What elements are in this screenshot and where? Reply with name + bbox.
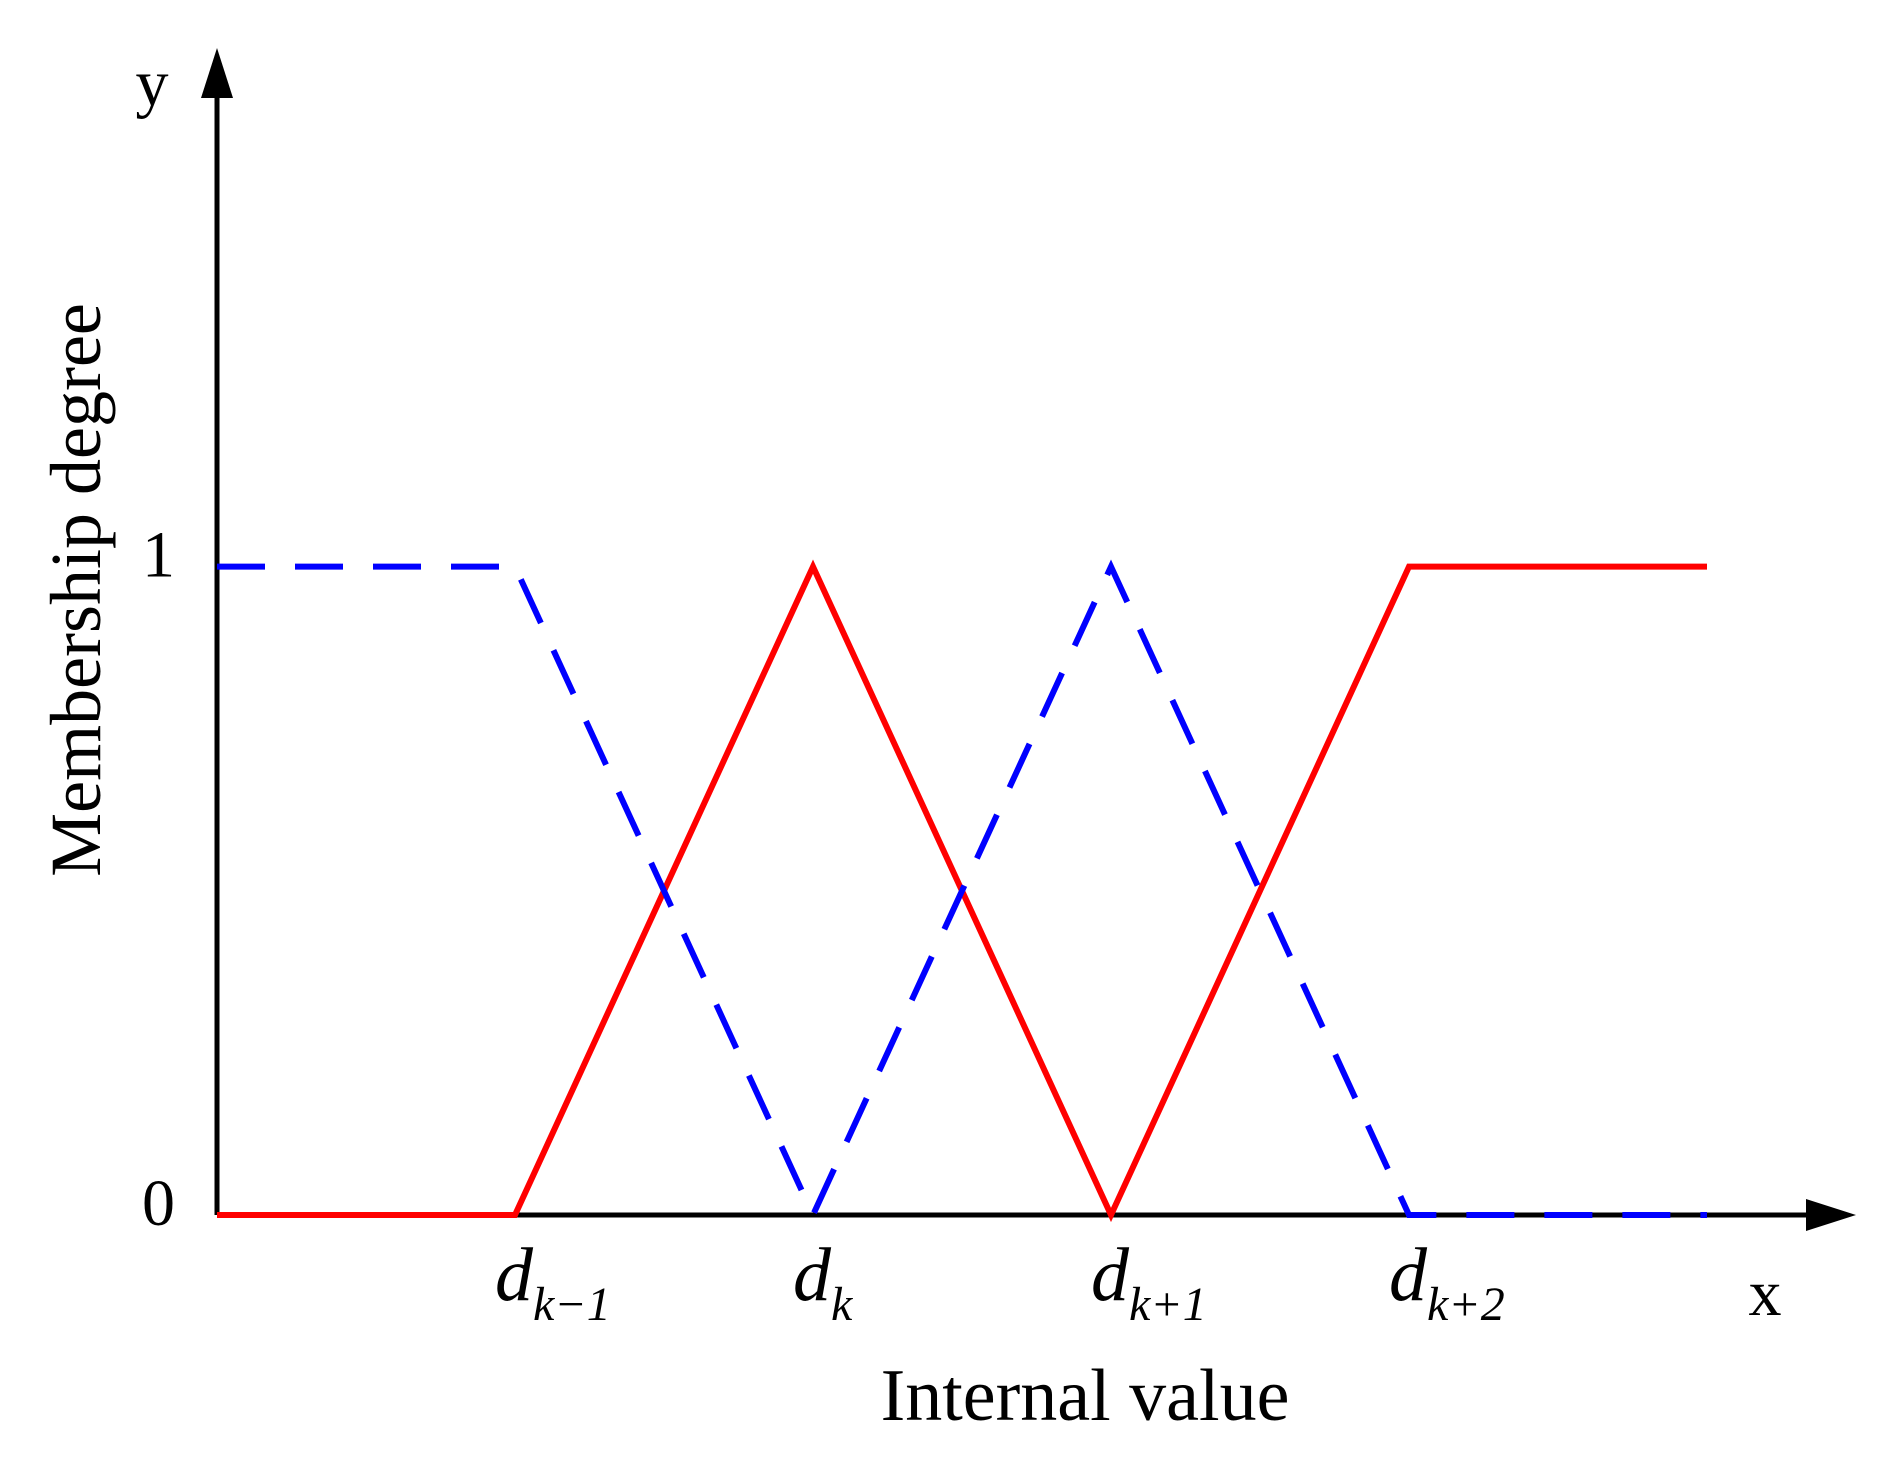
tick-main: d [1389, 1233, 1428, 1317]
tick-main: d [495, 1233, 534, 1317]
tick-sub: k+2 [1427, 1278, 1505, 1331]
x-tick-label: dk−1 [495, 1233, 611, 1331]
x-axis-title: Internal value [881, 1355, 1290, 1437]
series-line [217, 559, 1707, 1223]
tick-sub: k+1 [1129, 1278, 1207, 1331]
tick-main: d [793, 1233, 832, 1317]
x-tick-label: dk [793, 1233, 854, 1331]
y-axis-name: y [136, 47, 169, 120]
y-tick-label: 1 [142, 519, 175, 592]
y-axis-title: Membership degree [36, 303, 116, 877]
tick-sub: k−1 [533, 1278, 611, 1331]
y-tick-label: 0 [142, 1167, 175, 1240]
x-axis-name: x [1749, 1257, 1782, 1330]
x-tick-label: dk+1 [1091, 1233, 1207, 1331]
tick-sub: k [831, 1278, 854, 1331]
x-tick-label: dk+2 [1389, 1233, 1505, 1331]
tick-main: d [1091, 1233, 1130, 1317]
y-axis-arrow [201, 48, 233, 98]
x-axis-arrow [1806, 1199, 1856, 1231]
